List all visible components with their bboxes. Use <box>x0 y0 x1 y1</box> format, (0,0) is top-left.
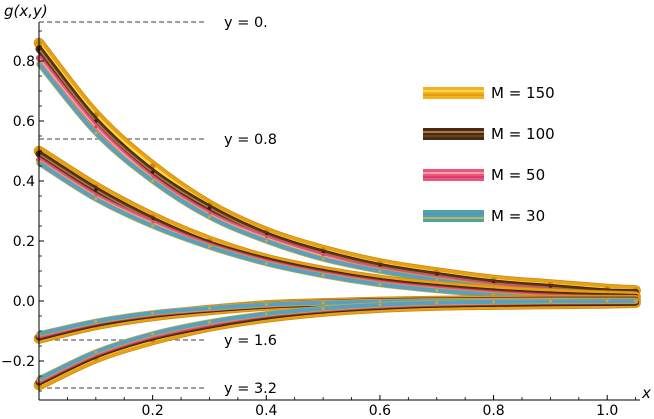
curve-label-y-0-8: y = 0.8 <box>224 132 277 148</box>
curve-y-3-2-m-30-point-7 <box>435 301 439 305</box>
legend-label: M = 30 <box>491 207 545 225</box>
y-tick-label: 0.2 <box>13 234 35 250</box>
y-tick-label: 0.4 <box>13 174 35 190</box>
curve-y-0-8-m-30-point-7 <box>435 289 439 292</box>
curve-y-1-6-m-30-point-3 <box>207 306 211 310</box>
curve-y-0-8-m-30-point-4 <box>264 262 268 265</box>
legend-item-m-30: M = 30 <box>423 207 545 225</box>
curve-y-0-m-30-point-3 <box>207 215 211 219</box>
curve-y-1-6-m-30-point-5 <box>321 301 325 305</box>
curve-y-1-6-m-30-point-1 <box>94 319 98 323</box>
legend-swatch <box>423 87 484 99</box>
x-tick-label: 0.6 <box>369 403 391 419</box>
x-tick-label: 0.2 <box>142 403 164 419</box>
curve-y-3-2-m-30-point-5 <box>321 307 325 310</box>
curve-y-3-2-m-30-point-8 <box>492 300 496 304</box>
curve-y-0-m-100-point-2 <box>150 170 155 174</box>
y-tick-label: 0.0 <box>13 294 35 310</box>
legend-label: M = 50 <box>491 166 545 184</box>
curve-label-y-0: y = 0. <box>224 15 268 31</box>
curve-y-3-2-m-30-highlight <box>38 300 637 380</box>
curve-y-3-2-m-30-point-4 <box>264 312 268 316</box>
curve-label-y-1-6: y = 1.6 <box>224 333 277 349</box>
curve-y-3-2-m-30-point-9 <box>548 299 552 303</box>
curve-y-3-2-m-30-point-11 <box>634 299 638 303</box>
legend-item-m-50: M = 50 <box>423 166 545 184</box>
curve-y-3-2-m-30-point-1 <box>94 350 98 354</box>
curves <box>33 37 641 391</box>
curve-y-1-6-m-30-point-4 <box>264 303 268 307</box>
curve-y-3-2-m-30-point-6 <box>378 303 382 307</box>
legend-swatch <box>423 210 484 222</box>
curve-y-3-2-m-30-point-10 <box>605 299 609 303</box>
curve-y-0-m-30-point-4 <box>264 239 268 243</box>
curve-y-1-6-m-30-point-2 <box>151 311 155 315</box>
ticks: 0.2 0.4 0.6 0.8 1.0 −0.2 0.0 0.2 0.4 0.6 0.8 <box>1 30 637 419</box>
curve-y-0-m-30-point-6 <box>378 269 382 273</box>
y-tick-label: −0.2 <box>1 354 35 370</box>
curve-label-y-3-2: y = 3.2 <box>224 381 277 397</box>
curve-y-0-8-m-30-point-3 <box>207 245 211 249</box>
y-axis-title: g(x,y) <box>4 2 48 20</box>
curve-y-0-m-50-point-1 <box>94 125 98 129</box>
y-tick-label: 0.6 <box>13 114 35 130</box>
curve-y-0-m-30-point-2 <box>151 179 155 183</box>
curve-y-0-m-30-point-1 <box>94 131 98 135</box>
legend-item-m-100: M = 100 <box>423 125 555 143</box>
x-tick-label: 0.8 <box>482 403 504 419</box>
curve-y-3-2-m-30-point-2 <box>151 332 155 336</box>
curve-y-3-2-m-30-point-3 <box>207 320 211 324</box>
legend-item-m-150: M = 150 <box>423 84 555 102</box>
x-axis-title: x <box>641 384 651 402</box>
curve-y-0-8-m-30-point-5 <box>321 274 325 277</box>
legend-label: M = 150 <box>491 84 555 102</box>
legend: M = 150 M = 100 M = 50 M = 30 <box>423 84 555 225</box>
y-tick-label: 0.8 <box>13 54 35 70</box>
legend-swatch <box>423 169 484 181</box>
curve-y-0-m-30-point-5 <box>321 257 325 261</box>
curve-y-0-m-100-point-3 <box>207 206 212 210</box>
curve-y-0-8-m-30-point-2 <box>151 224 155 228</box>
x-tick-label: 1.0 <box>596 403 618 419</box>
curve-labels: y = 0. y = 0.8 y = 1.6 y = 3.2 <box>224 15 277 397</box>
curve-y-0-8-m-100-point-1 <box>94 188 98 192</box>
x-tick-label: 0.4 <box>255 403 277 419</box>
legend-label: M = 100 <box>491 125 555 143</box>
curve-y-0-8-m-30-point-1 <box>94 197 98 201</box>
curve-y-0-8-m-30-point-6 <box>378 283 382 286</box>
legend-swatch <box>423 128 484 140</box>
